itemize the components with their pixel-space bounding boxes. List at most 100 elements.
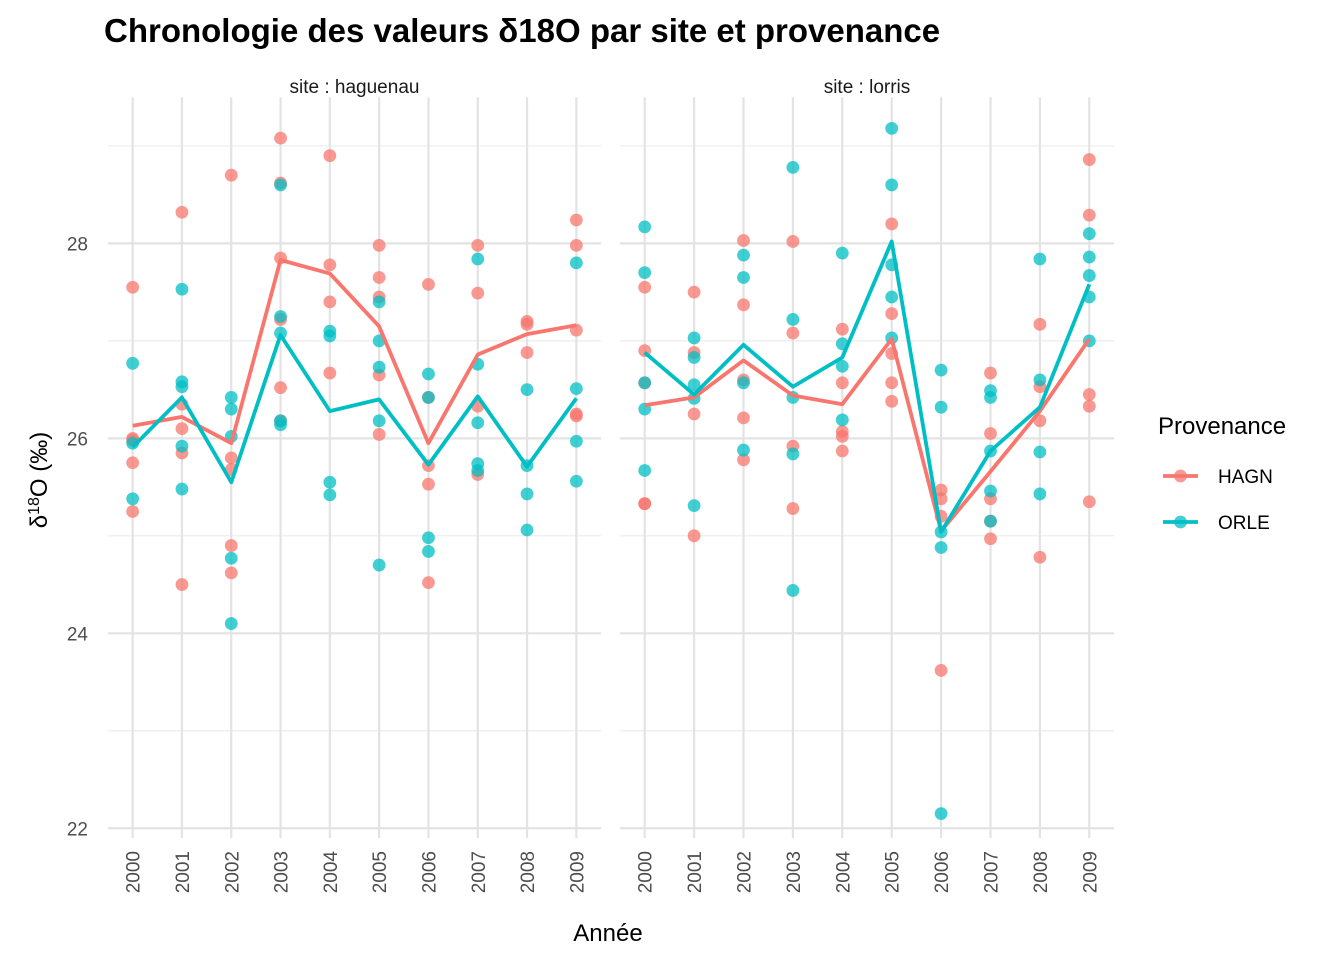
data-point-hagn (471, 286, 485, 300)
data-point-hagn (638, 497, 652, 511)
data-point-hagn (638, 280, 652, 294)
data-point-hagn (126, 456, 140, 470)
data-point-hagn (1082, 399, 1096, 413)
x-tick-label: 2003 (272, 851, 293, 893)
data-point-hagn (984, 427, 997, 440)
data-point-hagn (274, 131, 287, 145)
data-point-orle (224, 551, 238, 565)
data-point-hagn (885, 217, 899, 231)
x-tick-label: 2009 (567, 851, 588, 893)
data-point-hagn (934, 663, 948, 677)
data-point-orle (934, 363, 948, 377)
y-axis-title-suffix: O (‰) (26, 432, 53, 497)
legend-point-orle (1174, 515, 1187, 529)
data-point-hagn (1082, 495, 1096, 509)
data-point-hagn (224, 539, 238, 552)
data-point-hagn (835, 430, 849, 443)
legend: Provenance HAGN ORLE (1158, 413, 1286, 534)
y-axis-title: δ18O (‰) (26, 432, 54, 528)
legend-point-hagn (1174, 469, 1187, 483)
data-point-hagn (687, 285, 701, 299)
data-point-orle (422, 367, 435, 381)
data-point-orle (687, 499, 701, 513)
y-tick-label: 24 (67, 624, 89, 645)
data-point-orle (1033, 373, 1047, 387)
panel-lorris: site : lorris 2000 2001 2002 2003 2004 2005 200… (620, 77, 1114, 893)
data-point-orle (638, 464, 652, 477)
data-point-orle (687, 351, 701, 364)
data-point-orle (984, 484, 997, 498)
y-tick-label: 26 (67, 429, 88, 450)
data-point-hagn (274, 381, 287, 395)
data-point-orle (126, 356, 140, 370)
data-point-orle (885, 121, 899, 135)
chart-title: Chronologie des valeurs δ18O par site et… (104, 12, 940, 49)
x-tick-label: 2000 (636, 851, 657, 893)
data-point-orle (1033, 445, 1047, 459)
data-point-hagn (835, 322, 849, 336)
y-axis-title-sup: 18 (26, 497, 43, 515)
data-point-orle (638, 376, 652, 390)
data-point-orle (471, 416, 485, 430)
data-point-orle (737, 443, 750, 457)
data-point-hagn (737, 234, 750, 247)
data-point-hagn (569, 409, 583, 423)
x-tick-label: 2006 (932, 851, 953, 893)
data-point-orle (224, 617, 238, 630)
data-point-hagn (1082, 388, 1096, 401)
data-point-orle (885, 178, 899, 192)
data-point-hagn (422, 277, 435, 291)
data-point-orle (274, 310, 287, 323)
data-point-orle (274, 326, 287, 340)
data-point-orle (638, 266, 652, 280)
data-point-orle (224, 402, 238, 416)
data-point-hagn (323, 258, 337, 272)
data-point-hagn (422, 477, 435, 491)
data-point-orle (1082, 227, 1096, 241)
data-point-orle (569, 382, 583, 396)
x-tick-label: 2009 (1080, 851, 1101, 893)
data-point-orle (569, 474, 583, 488)
data-point-hagn (175, 422, 189, 436)
x-tick-label: 2005 (370, 851, 391, 893)
x-tick-label: 2007 (469, 851, 490, 893)
data-point-orle (934, 541, 948, 554)
data-point-hagn (885, 394, 899, 408)
x-tick-label: 2004 (321, 851, 342, 894)
data-point-hagn (687, 529, 701, 543)
y-tick-label: 22 (67, 819, 88, 840)
data-point-orle (224, 391, 238, 404)
x-tick-label: 2002 (222, 851, 243, 893)
data-point-orle (175, 439, 189, 453)
data-point-orle (687, 331, 701, 345)
data-point-orle (520, 383, 534, 397)
data-point-orle (737, 248, 750, 262)
data-point-orle (175, 380, 189, 394)
data-point-orle (934, 807, 948, 821)
data-point-orle (786, 160, 800, 174)
data-point-hagn (737, 411, 750, 425)
data-point-orle (274, 418, 287, 432)
data-point-hagn (835, 376, 849, 390)
panel-haguenau: site : haguenau 2000 2001 2002 2003 2004 2005 2… (108, 77, 601, 893)
data-point-hagn (175, 205, 189, 219)
data-point-orle (569, 256, 583, 270)
data-point-hagn (984, 532, 997, 546)
data-point-hagn (471, 238, 485, 252)
x-tick-label: 2008 (1031, 851, 1052, 893)
series-line-orle (131, 333, 578, 485)
data-point-orle (520, 523, 534, 537)
y-axis-title-prefix: δ (26, 515, 53, 528)
data-point-orle (934, 400, 948, 414)
data-point-hagn (520, 317, 534, 331)
data-point-orle (786, 584, 800, 597)
data-point-hagn (323, 366, 337, 380)
data-point-orle (786, 447, 800, 461)
y-axis: 22 24 26 28 (67, 234, 89, 840)
x-tick-label: 2008 (518, 851, 539, 893)
data-point-hagn (984, 366, 997, 380)
data-point-hagn (1033, 550, 1047, 564)
data-point-orle (372, 414, 386, 428)
data-point-hagn (175, 578, 189, 591)
